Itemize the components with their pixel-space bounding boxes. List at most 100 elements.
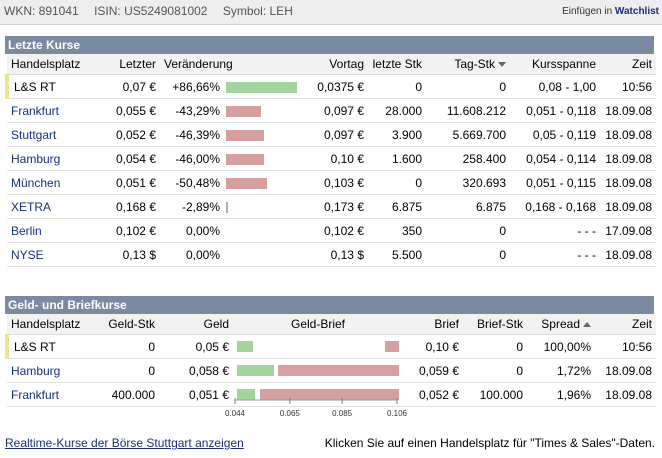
last-price: 0,054 € bbox=[95, 146, 160, 171]
change-cell: -43,29% bbox=[160, 98, 300, 123]
col-geld-stk[interactable]: Geld-Stk bbox=[97, 314, 159, 335]
previous-price: 0,097 € bbox=[300, 122, 368, 147]
time: 18.09.08 bbox=[600, 98, 656, 123]
last-volume: 3.900 bbox=[368, 122, 426, 147]
axis-tick-label: 0.044 bbox=[225, 409, 246, 418]
bid-ask-axis: 0.044 0.065 0.085 0.106 bbox=[225, 398, 408, 418]
bid-ask-bars bbox=[233, 359, 403, 382]
time: 18.09.08 bbox=[595, 382, 656, 407]
ask-bar bbox=[385, 341, 399, 352]
watchlist-link[interactable]: Watchlist bbox=[614, 6, 659, 17]
venue-name: L&S RT bbox=[14, 79, 56, 94]
bid-ask-body: L&S RT 0 0,05 €0,10 €0 100,00% 10:56 Hamburg 0… bbox=[5, 334, 656, 407]
venue-link[interactable]: München bbox=[11, 175, 61, 190]
change-cell: -2,89% bbox=[160, 194, 300, 219]
col-kursspanne[interactable]: Kursspanne bbox=[510, 54, 600, 75]
last-price: 0,052 € bbox=[95, 122, 160, 147]
last-volume: 0 bbox=[368, 170, 426, 195]
col-vortag[interactable]: Vortag bbox=[300, 54, 368, 75]
col-tag-stk-label: Tag-Stk bbox=[454, 57, 495, 71]
price-row[interactable]: L&S RT 0,07 € +86,66% 0,0375 €0 0 0,08 - 1,00… bbox=[5, 74, 656, 99]
venue-link[interactable]: XETRA bbox=[11, 199, 52, 214]
col-geld[interactable]: Geld bbox=[159, 314, 233, 335]
col-gb-handelsplatz[interactable]: Handelsplatz bbox=[7, 314, 97, 335]
last-volume: 350 bbox=[368, 218, 426, 243]
change-bar-negative bbox=[226, 153, 264, 165]
bid-ask-bar-cell bbox=[233, 382, 403, 407]
change-bar-negative bbox=[226, 129, 265, 141]
day-volume: 258.400 bbox=[426, 146, 510, 171]
previous-price: 0,0375 € bbox=[300, 74, 368, 99]
venue-cell: L&S RT bbox=[5, 74, 95, 99]
col-brief-stk[interactable]: Brief-Stk bbox=[463, 314, 527, 335]
time: 18.09.08 bbox=[600, 122, 656, 147]
change-cell: 0,00% bbox=[160, 218, 300, 243]
venue-link[interactable]: Hamburg bbox=[11, 363, 61, 378]
venue-link[interactable]: Frankfurt bbox=[11, 387, 60, 402]
spread: 1,96% bbox=[527, 382, 595, 407]
col-gb-zeit[interactable]: Zeit bbox=[595, 314, 656, 335]
price-row[interactable]: Berlin 0,102 €0,00% 0,102 €350 0- - -17.09.… bbox=[7, 218, 656, 243]
last-prices-header-row: Handelsplatz Letzter Veränderung Vortag … bbox=[7, 54, 656, 75]
time: 18.09.08 bbox=[600, 194, 656, 219]
col-veraenderung[interactable]: Veränderung bbox=[160, 54, 300, 75]
venue-link[interactable]: Hamburg bbox=[11, 151, 61, 166]
bid-price: 0,05 € bbox=[159, 334, 233, 359]
price-row[interactable]: Stuttgart 0,052 € -46,39% 0,097 €3.900 5.669… bbox=[7, 122, 656, 147]
last-price: 0,051 € bbox=[95, 170, 160, 195]
ask-volume: 0 bbox=[463, 358, 527, 383]
last-volume: 28.000 bbox=[368, 98, 426, 123]
venue-cell: München bbox=[7, 170, 95, 195]
bid-volume: 0 bbox=[97, 334, 159, 359]
col-spread[interactable]: Spread bbox=[527, 314, 595, 335]
change-cell: -46,39% bbox=[160, 122, 300, 147]
previous-price: 0,097 € bbox=[300, 98, 368, 123]
bid-ask-bar-cell bbox=[233, 358, 403, 383]
col-brief[interactable]: Brief bbox=[403, 314, 463, 335]
col-letzter[interactable]: Letzter bbox=[95, 54, 160, 75]
bid-ask-row[interactable]: Hamburg 0 0,058 €0,059 €0 1,72% 18.09.08 bbox=[7, 358, 656, 383]
last-price: 0,07 € bbox=[95, 74, 160, 99]
col-zeit[interactable]: Zeit bbox=[600, 54, 656, 75]
col-handelsplatz[interactable]: Handelsplatz bbox=[7, 54, 95, 75]
change-cell: 0,00% bbox=[160, 242, 300, 267]
price-range: 0,054 - 0,114 bbox=[510, 146, 600, 171]
change-value: +86,66% bbox=[172, 79, 220, 94]
last-price: 0,055 € bbox=[95, 98, 160, 123]
col-tag-stk[interactable]: Tag-Stk bbox=[426, 54, 510, 75]
last-volume: 5.500 bbox=[368, 242, 426, 267]
bid-ask-row[interactable]: L&S RT 0 0,05 €0,10 €0 100,00% 10:56 bbox=[5, 334, 656, 359]
venue-cell: NYSE bbox=[7, 242, 95, 267]
time: 10:56 bbox=[595, 334, 656, 359]
venue-link[interactable]: Frankfurt bbox=[11, 103, 60, 118]
axis-tick-label: 0.106 bbox=[387, 409, 408, 418]
day-volume: 320.693 bbox=[426, 170, 510, 195]
bid-ask-row[interactable]: Frankfurt 400.000 0,051 € 0,052 €100.000 1,9… bbox=[7, 382, 656, 407]
day-volume: 11.608.212 bbox=[426, 98, 510, 123]
venue-name: L&S RT bbox=[14, 339, 56, 354]
price-range: 0,051 - 0,118 bbox=[510, 98, 600, 123]
bid-ask-table: Handelsplatz Geld-Stk Geld Geld-Brief Br… bbox=[5, 314, 656, 407]
symbol-label: Symbol: LEH bbox=[222, 4, 293, 18]
ask-price: 0,059 € bbox=[403, 358, 463, 383]
col-letzte-stk[interactable]: letzte Stk bbox=[368, 54, 426, 75]
venue-link[interactable]: NYSE bbox=[11, 247, 44, 262]
time: 18.09.08 bbox=[600, 170, 656, 195]
venue-link[interactable]: Stuttgart bbox=[11, 127, 57, 142]
ask-price: 0,052 € bbox=[403, 382, 463, 407]
price-row[interactable]: NYSE 0,13 $0,00% 0,13 $5.500 0- - -18.09.08 bbox=[7, 242, 656, 267]
col-geld-brief[interactable]: Geld-Brief bbox=[233, 314, 403, 335]
watchlist-insert: Einfügen in Watchlist bbox=[562, 6, 659, 17]
price-row[interactable]: XETRA 0,168 € -2,89% 0,173 €6.875 6.875 0,168… bbox=[7, 194, 656, 219]
change-value: -46,00% bbox=[175, 151, 220, 166]
stuttgart-realtime-link[interactable]: Realtime-Kurse der Börse Stuttgart anzei… bbox=[5, 436, 244, 450]
price-row[interactable]: München 0,051 € -50,48% 0,103 €0 320.693 0,05… bbox=[7, 170, 656, 195]
last-price: 0,102 € bbox=[95, 218, 160, 243]
price-row[interactable]: Frankfurt 0,055 € -43,29% 0,097 €28.000 11.6… bbox=[7, 98, 656, 123]
ask-price: 0,10 € bbox=[403, 334, 463, 359]
price-range: 0,05 - 0,119 bbox=[510, 122, 600, 147]
price-row[interactable]: Hamburg 0,054 € -46,00% 0,10 €1.600 258.400 0… bbox=[7, 146, 656, 171]
venue-link[interactable]: Berlin bbox=[11, 223, 42, 238]
bid-ask-header-row: Handelsplatz Geld-Stk Geld Geld-Brief Br… bbox=[7, 314, 656, 335]
day-volume: 6.875 bbox=[426, 194, 510, 219]
